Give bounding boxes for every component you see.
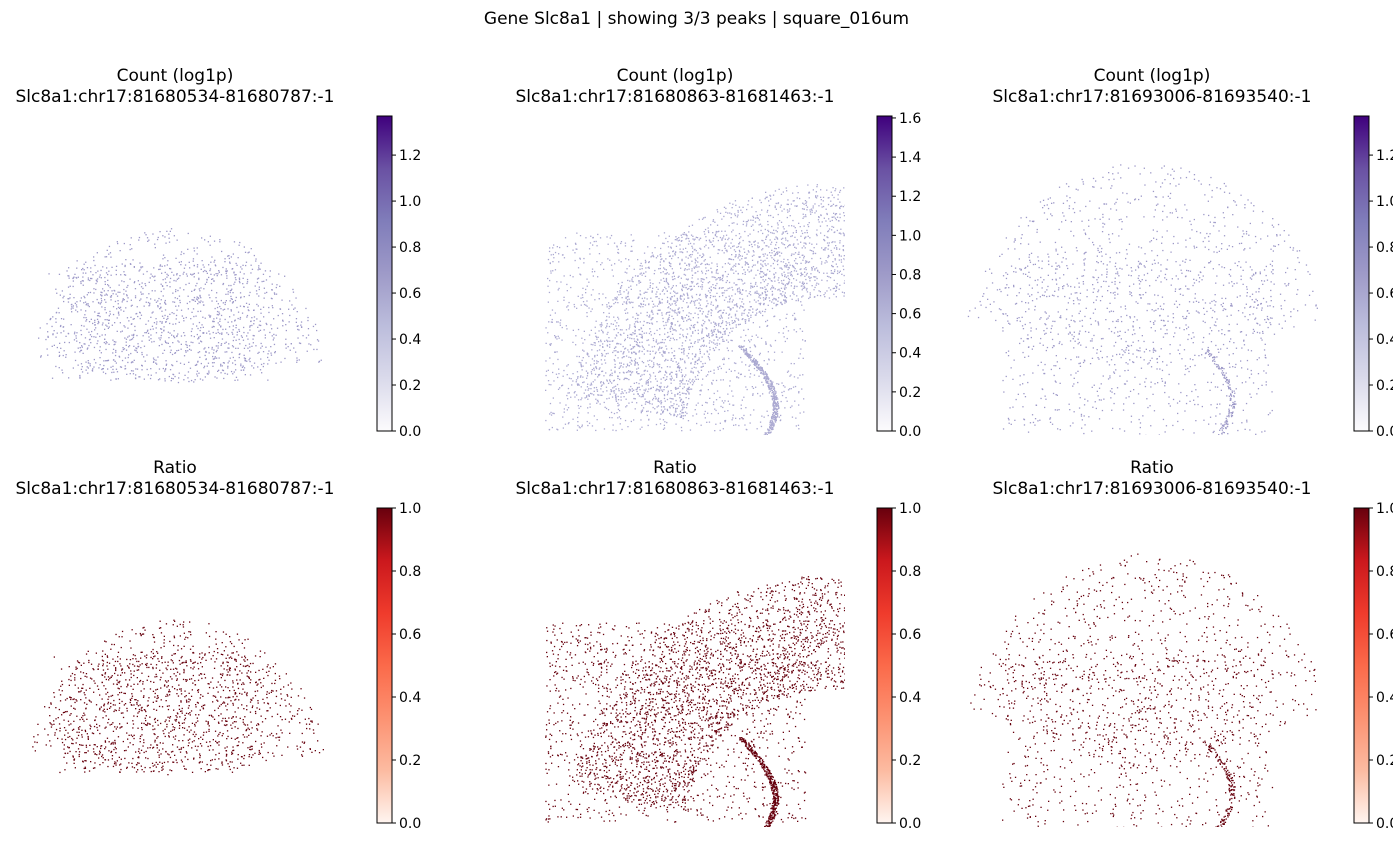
colorbar-tick-label: 1.2: [399, 148, 421, 164]
figure-suptitle: Gene Slc8a1 | showing 3/3 peaks | square…: [0, 9, 1393, 29]
colorbar-tick-label: 0.0: [399, 424, 421, 440]
colorbar-tick-label: 0.8: [399, 240, 421, 256]
colorbar-tick-label: 1.0: [399, 194, 421, 210]
colorbar-tick-label: 0.6: [399, 286, 421, 302]
colorbar: 0.0 0.2 0.4 0.6 0.8 1.0 1.2: [0, 66, 425, 456]
panel-count-peak2: Count (log1p) Slc8a1:chr17:81680863-8168…: [465, 66, 925, 456]
panel-count-peak1: Count (log1p) Slc8a1:chr17:81680534-8168…: [0, 66, 425, 456]
colorbar-gradient: [377, 116, 392, 431]
colorbar-tick-label: 0.4: [399, 332, 421, 348]
colorbar-tick-label: 0.2: [399, 378, 421, 394]
